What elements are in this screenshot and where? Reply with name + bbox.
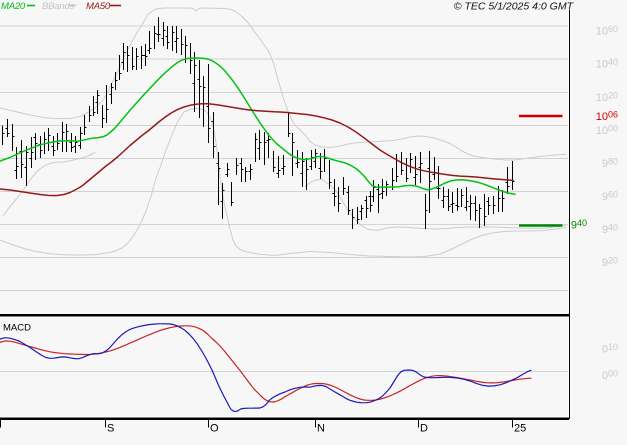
svg-text:MA50: MA50 bbox=[86, 1, 111, 12]
svg-text:1060: 1060 bbox=[596, 24, 618, 38]
svg-text:010: 010 bbox=[602, 342, 618, 356]
svg-text:960: 960 bbox=[602, 190, 618, 204]
svg-text:MACD: MACD bbox=[3, 323, 31, 334]
svg-text:© TEC 5/1/2025 4:0 GMT: © TEC 5/1/2025 4:0 GMT bbox=[454, 1, 575, 13]
svg-text:940: 940 bbox=[571, 218, 587, 232]
svg-text:1000: 1000 bbox=[596, 124, 618, 138]
svg-text:MA20: MA20 bbox=[1, 1, 26, 12]
svg-text:1006: 1006 bbox=[596, 110, 618, 124]
svg-text:D: D bbox=[420, 423, 428, 435]
svg-text:980: 980 bbox=[602, 157, 618, 171]
svg-text:BBands: BBands bbox=[42, 1, 75, 12]
svg-text:940: 940 bbox=[602, 223, 618, 237]
svg-text:O: O bbox=[210, 423, 219, 435]
svg-text:1020: 1020 bbox=[596, 91, 618, 105]
svg-text:25: 25 bbox=[514, 423, 526, 435]
svg-text:000: 000 bbox=[602, 369, 618, 383]
svg-text:S: S bbox=[107, 423, 114, 435]
svg-text:1040: 1040 bbox=[596, 57, 618, 71]
svg-text:N: N bbox=[317, 423, 325, 435]
svg-text:920: 920 bbox=[602, 256, 618, 270]
